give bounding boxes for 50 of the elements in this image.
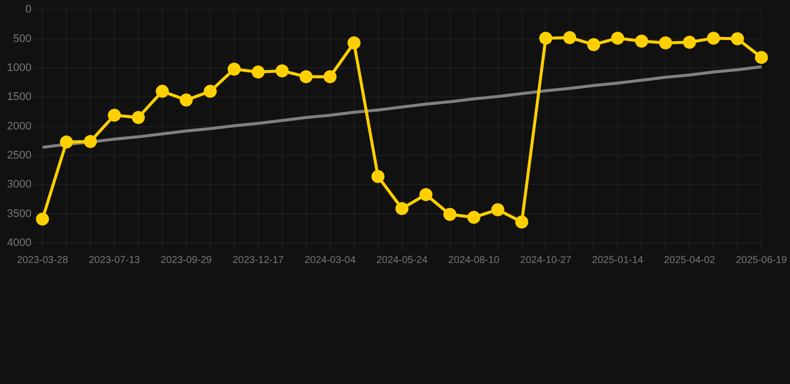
point	[132, 111, 145, 124]
y-tick-label: 2000	[6, 120, 32, 132]
point	[754, 50, 768, 64]
point	[108, 108, 121, 122]
point	[276, 64, 289, 78]
point	[300, 70, 313, 84]
point	[539, 32, 552, 45]
point	[659, 36, 672, 50]
x-tick-label: 2025-06-19	[736, 254, 788, 266]
point	[60, 136, 73, 149]
x-tick-label: 2025-01-14	[592, 254, 644, 266]
x-tick-label: 2025-04-02	[664, 254, 716, 266]
point	[730, 32, 744, 46]
point	[252, 66, 265, 79]
point	[395, 202, 408, 216]
point	[515, 215, 528, 228]
point	[228, 62, 241, 76]
x-tick-label: 2023-07-13	[88, 254, 140, 266]
point	[443, 208, 456, 221]
point	[324, 70, 337, 84]
y-tick-label: 4000	[6, 237, 32, 250]
point	[84, 134, 97, 148]
y-tick-label: 0	[25, 4, 32, 16]
y-tick-label: 2500	[6, 150, 32, 162]
point	[156, 84, 169, 98]
y-tick-label: 500	[13, 32, 32, 45]
point	[563, 31, 576, 44]
point	[204, 84, 217, 98]
x-tick-label: 2023-12-17	[232, 254, 284, 266]
y-tick-label: 1000	[6, 62, 32, 74]
y-tick-label: 3000	[6, 178, 32, 191]
x-tick-label: 2023-03-28	[16, 254, 68, 266]
point	[491, 203, 504, 216]
point	[348, 36, 361, 50]
point	[180, 94, 193, 107]
point	[371, 170, 384, 183]
x-tick-label: 2024-03-04	[304, 254, 356, 266]
point	[467, 210, 480, 224]
point	[635, 34, 648, 48]
x-tick-label: 2024-08-10	[448, 254, 500, 266]
point	[419, 188, 432, 202]
y-tick-label: 1500	[6, 91, 32, 104]
x-tick-label: 2024-05-24	[376, 254, 428, 266]
point	[706, 32, 720, 45]
y-tick-label: 3500	[6, 208, 32, 220]
point	[587, 38, 600, 52]
x-tick-label: 2024-10-27	[520, 254, 572, 266]
point	[611, 32, 624, 45]
point	[683, 36, 696, 49]
x-tick-label: 2023-09-29	[160, 254, 212, 266]
